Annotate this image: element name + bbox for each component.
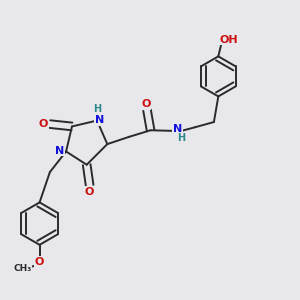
Text: O: O — [35, 256, 44, 267]
Text: H: H — [94, 104, 102, 114]
Text: O: O — [141, 99, 151, 110]
Text: O: O — [39, 119, 48, 129]
Text: N: N — [55, 146, 64, 156]
Text: H: H — [177, 133, 186, 143]
Text: N: N — [173, 124, 183, 134]
Text: CH₃: CH₃ — [14, 264, 32, 273]
Text: OH: OH — [219, 34, 238, 45]
Text: N: N — [95, 115, 104, 125]
Text: O: O — [85, 187, 94, 197]
